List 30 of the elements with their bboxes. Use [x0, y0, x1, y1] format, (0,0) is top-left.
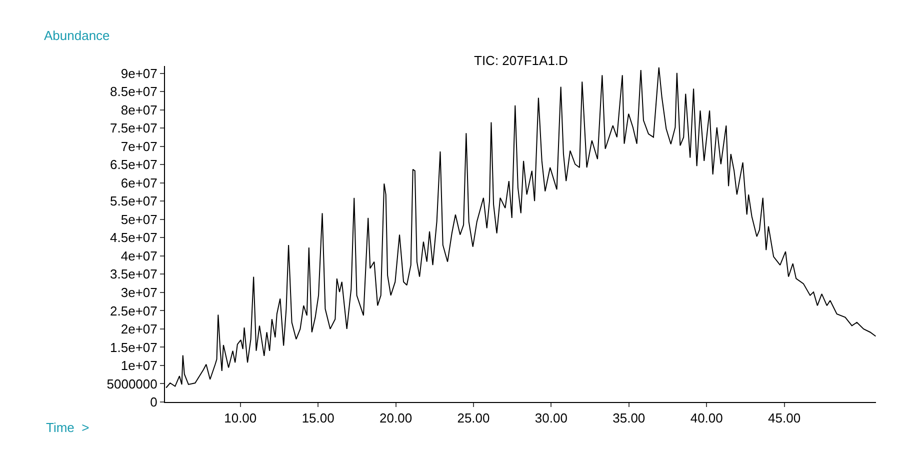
x-tick-label: 35.00: [612, 410, 646, 426]
x-tick-label: 40.00: [690, 410, 723, 426]
x-tick-label: 20.00: [380, 410, 412, 426]
y-tick-label: 3.5e+07: [110, 266, 158, 282]
x-tick-label: 10.00: [224, 410, 257, 426]
y-tick-label: 4e+07: [120, 248, 158, 264]
y-tick-label: 6e+07: [120, 175, 158, 190]
chart-title: TIC: 207F1A1.D: [474, 53, 568, 68]
x-tick-label: 25.00: [457, 410, 490, 426]
y-tick-label: 5000000: [106, 376, 158, 392]
y-tick-label: 1.5e+07: [110, 340, 158, 355]
y-tick-label: 2e+07: [120, 322, 158, 337]
x-axis-title: Time >: [46, 420, 90, 435]
x-tick-label: 30.00: [534, 410, 568, 426]
y-tick-label: 7e+07: [120, 138, 158, 154]
y-tick-label: 5e+07: [120, 212, 158, 227]
y-tick-label: 8e+07: [120, 102, 158, 118]
y-tick-label: 1e+07: [120, 358, 158, 374]
y-tick-label: 6.5e+07: [110, 157, 158, 172]
y-tick-label: 5.5e+07: [110, 194, 158, 209]
x-tick-label: 15.00: [302, 410, 334, 426]
y-tick-label: 0: [150, 394, 158, 410]
x-tick-label: 45.00: [768, 410, 801, 426]
y-tick-label: 8.5e+07: [110, 84, 158, 100]
y-tick-label: 3e+07: [120, 284, 158, 300]
y-tick-label: 2.5e+07: [110, 303, 158, 318]
y-tick-label: 9e+07: [120, 66, 158, 81]
y-tick-label: 7.5e+07: [110, 120, 158, 136]
y-axis-title: Abundance: [44, 28, 110, 43]
y-tick-label: 4.5e+07: [110, 230, 158, 246]
